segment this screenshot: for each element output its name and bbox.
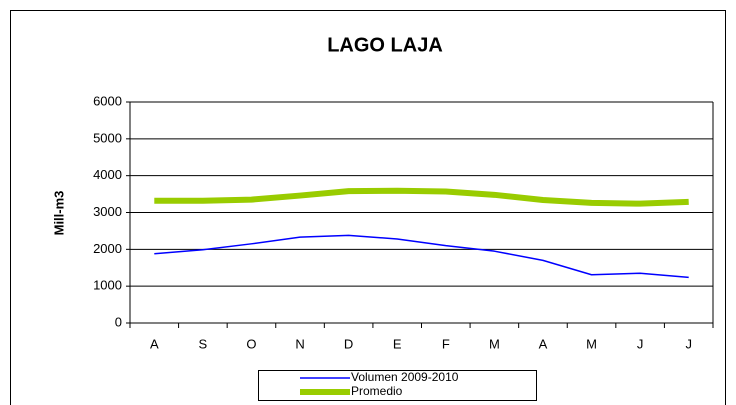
y-tick-label: 2000 (93, 241, 122, 256)
x-tick-label: F (442, 336, 450, 351)
y-tick-label: 1000 (93, 278, 122, 293)
x-tick-label: A (150, 336, 159, 351)
data-line (154, 234, 689, 279)
x-tick-label: A (539, 336, 548, 351)
legend-label: Volumen 2009-2010 (351, 370, 459, 384)
y-tick-label: 6000 (93, 93, 122, 108)
data-line (154, 187, 689, 207)
y-tick-label: 4000 (93, 167, 122, 182)
y-tick-label: 5000 (93, 130, 122, 145)
legend-label: Promedio (351, 384, 403, 398)
y-tick-label: 0 (115, 314, 122, 329)
x-tick-label: D (344, 336, 353, 351)
x-tick-label: J (685, 336, 692, 351)
y-axis-label: Mill-m3 (51, 191, 66, 236)
x-tick-label: N (295, 336, 304, 351)
chart-title: LAGO LAJA (327, 34, 443, 56)
legend (258, 370, 537, 401)
x-tick-label: E (393, 336, 402, 351)
x-tick-label: S (199, 336, 208, 351)
x-tick-label: M (586, 336, 597, 351)
x-tick-label: J (637, 336, 644, 351)
y-tick-label: 3000 (93, 204, 122, 219)
x-tick-label: M (489, 336, 500, 351)
x-tick-label: O (246, 336, 256, 351)
